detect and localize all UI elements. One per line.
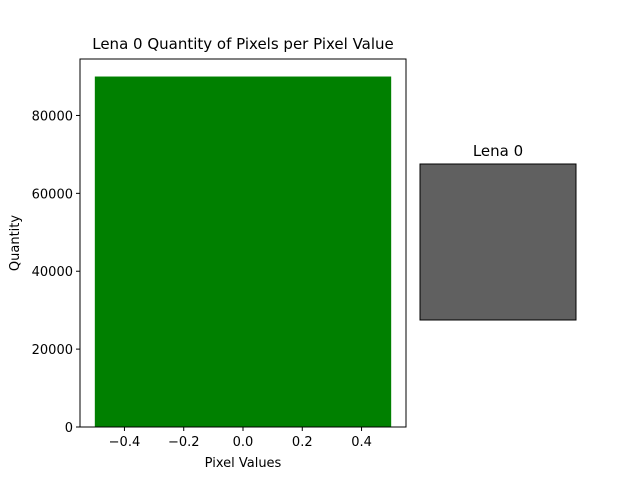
histogram-y-axis-label: Quantity xyxy=(8,215,23,271)
image-panel: Lena 0 xyxy=(419,142,577,321)
x-tick-label: 0.4 xyxy=(351,435,372,450)
x-tick-label: 0.2 xyxy=(292,435,313,450)
histogram-x-axis-label: Pixel Values xyxy=(205,456,282,471)
image-display xyxy=(419,163,577,321)
histogram-title: Lena 0 Quantity of Pixels per Pixel Valu… xyxy=(92,35,394,53)
image-title: Lena 0 xyxy=(473,142,523,160)
histogram-bars xyxy=(94,76,392,428)
y-tick-label: 0 xyxy=(65,421,73,436)
x-tick-label: 0.0 xyxy=(233,435,254,450)
histogram-bar xyxy=(94,76,392,428)
x-tick-label: −0.4 xyxy=(109,435,141,450)
y-tick-label: 80000 xyxy=(32,109,73,124)
y-tick-label: 20000 xyxy=(32,343,73,358)
y-tick-label: 40000 xyxy=(32,265,73,280)
histogram-x-ticks: −0.4 −0.2 0.0 0.2 0.4 xyxy=(109,427,372,450)
y-tick-label: 60000 xyxy=(32,187,73,202)
histogram-y-ticks: 0 20000 40000 60000 80000 xyxy=(32,109,80,436)
histogram-panel: Lena 0 Quantity of Pixels per Pixel Valu… xyxy=(8,35,407,471)
x-tick-label: −0.2 xyxy=(168,435,200,450)
